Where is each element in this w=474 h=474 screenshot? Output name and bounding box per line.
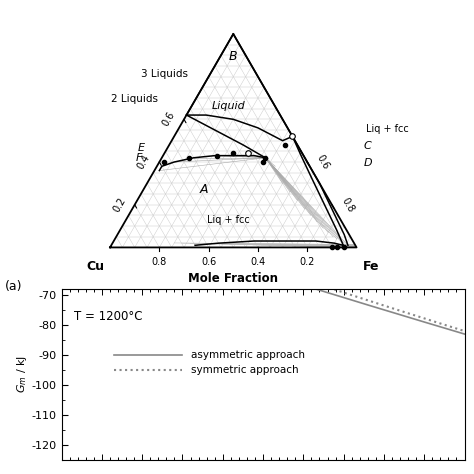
Text: Liq + fcc: Liq + fcc bbox=[366, 124, 409, 134]
Y-axis label: $G_m$ / kJ: $G_m$ / kJ bbox=[15, 356, 29, 393]
Text: Liquid: Liquid bbox=[211, 101, 245, 111]
Text: 0.4: 0.4 bbox=[250, 257, 265, 267]
Text: Mole Fraction: Mole Fraction bbox=[188, 272, 278, 285]
Text: asymmetric approach: asymmetric approach bbox=[191, 350, 305, 360]
Text: 0.6: 0.6 bbox=[160, 110, 177, 128]
Text: B: B bbox=[229, 50, 237, 63]
Text: F: F bbox=[136, 153, 142, 163]
Text: Cu: Cu bbox=[86, 260, 104, 273]
Text: 0.6: 0.6 bbox=[315, 153, 331, 171]
Text: 0.8: 0.8 bbox=[339, 196, 356, 214]
Text: 0.8: 0.8 bbox=[152, 257, 167, 267]
Text: 0.2: 0.2 bbox=[300, 257, 315, 267]
Text: Liq + fcc: Liq + fcc bbox=[207, 215, 250, 225]
Text: T = 1200°C: T = 1200°C bbox=[74, 310, 142, 323]
Text: D: D bbox=[364, 158, 373, 168]
Text: C: C bbox=[364, 141, 372, 151]
Text: A: A bbox=[200, 183, 208, 196]
Text: symmetric approach: symmetric approach bbox=[191, 365, 298, 375]
Text: Fe: Fe bbox=[363, 260, 380, 273]
Text: E: E bbox=[137, 143, 145, 153]
Text: (a): (a) bbox=[5, 280, 22, 292]
Text: 0.4: 0.4 bbox=[136, 153, 152, 171]
Text: 3 Liquids: 3 Liquids bbox=[141, 69, 188, 79]
Text: 2 Liquids: 2 Liquids bbox=[111, 94, 158, 104]
Text: 0.2: 0.2 bbox=[111, 196, 128, 214]
Text: 0.6: 0.6 bbox=[201, 257, 216, 267]
